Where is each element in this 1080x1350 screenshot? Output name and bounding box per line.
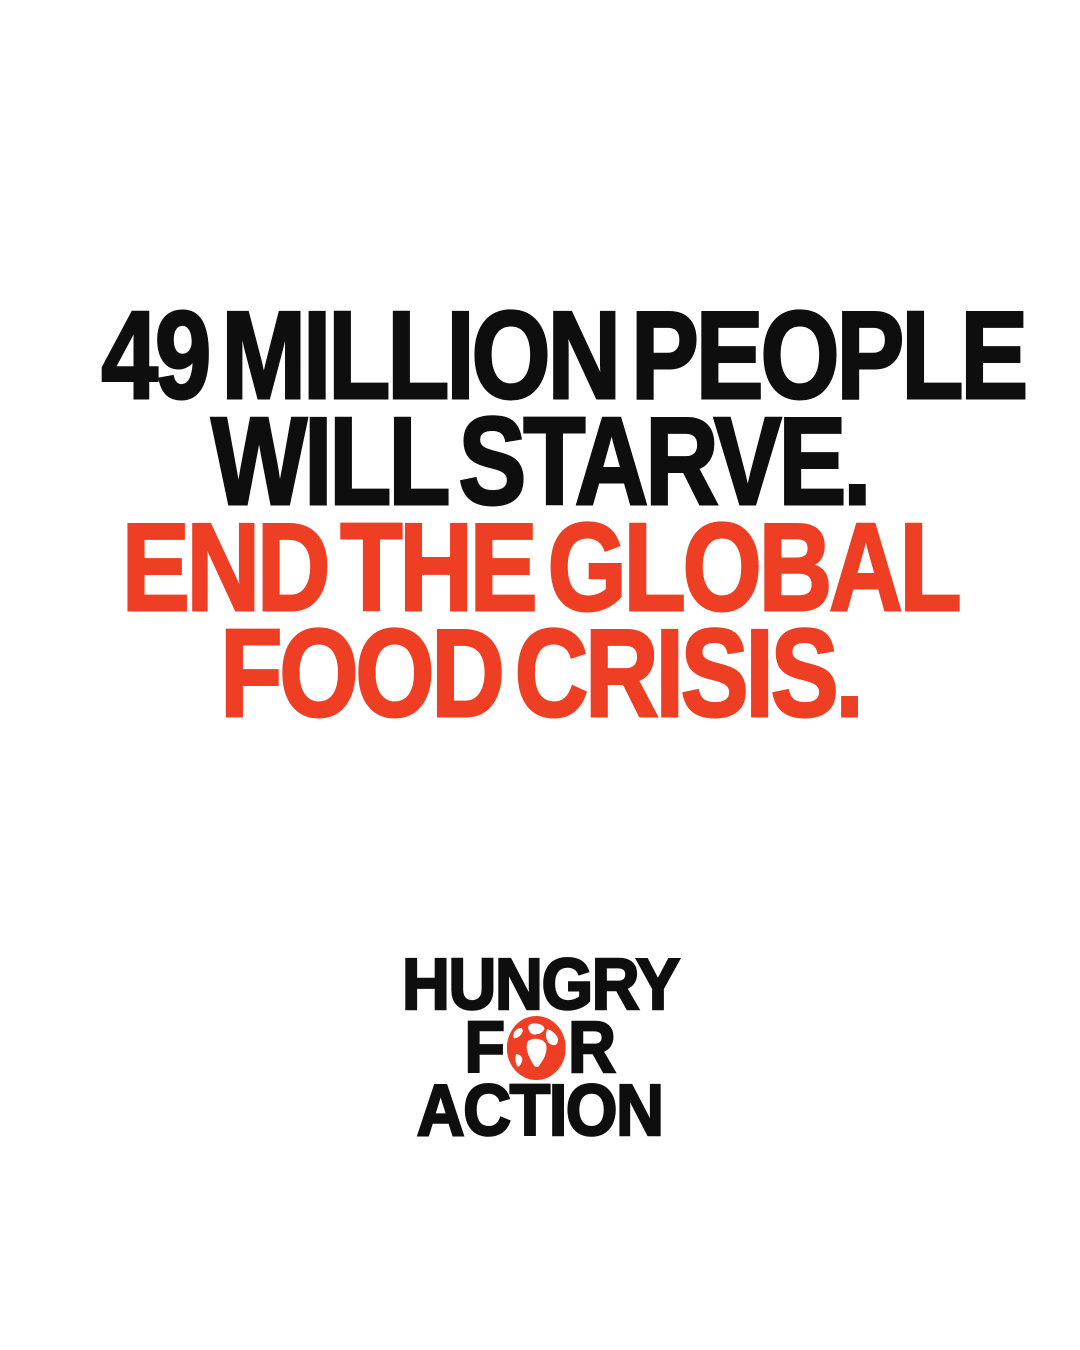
headline-line-1-text: 49 MILLION PEOPLE bbox=[100, 287, 1029, 425]
logo-for-letter-r: R bbox=[567, 1007, 617, 1090]
headline: 49 MILLION PEOPLE WILL STARVE. END THE G… bbox=[0, 287, 1080, 743]
headline-line-1: 49 MILLION PEOPLE bbox=[0, 287, 1080, 425]
headline-line-3-text: END THE GLOBAL bbox=[120, 499, 962, 637]
headline-line-4: FOOD CRISIS. bbox=[0, 605, 1080, 743]
logo-for-letter-f: F bbox=[464, 1007, 507, 1090]
headline-line-2: WILL STARVE. bbox=[0, 393, 1080, 531]
logo-word-for: F R bbox=[0, 1007, 1080, 1090]
headline-line-4-text: FOOD CRISIS. bbox=[219, 605, 865, 743]
headline-line-2-text: WILL STARVE. bbox=[210, 393, 873, 531]
hungry-for-action-logo: HUNGRY F R bbox=[0, 945, 1080, 1151]
logo-word-action: ACTION bbox=[0, 1071, 1080, 1151]
logo-word-hungry-text: HUNGRY bbox=[401, 945, 681, 1025]
logo-word-action-text: ACTION bbox=[416, 1071, 666, 1151]
logo-word-hungry: HUNGRY bbox=[0, 945, 1080, 1025]
globe-icon bbox=[506, 1016, 566, 1080]
headline-line-3: END THE GLOBAL bbox=[0, 499, 1080, 637]
